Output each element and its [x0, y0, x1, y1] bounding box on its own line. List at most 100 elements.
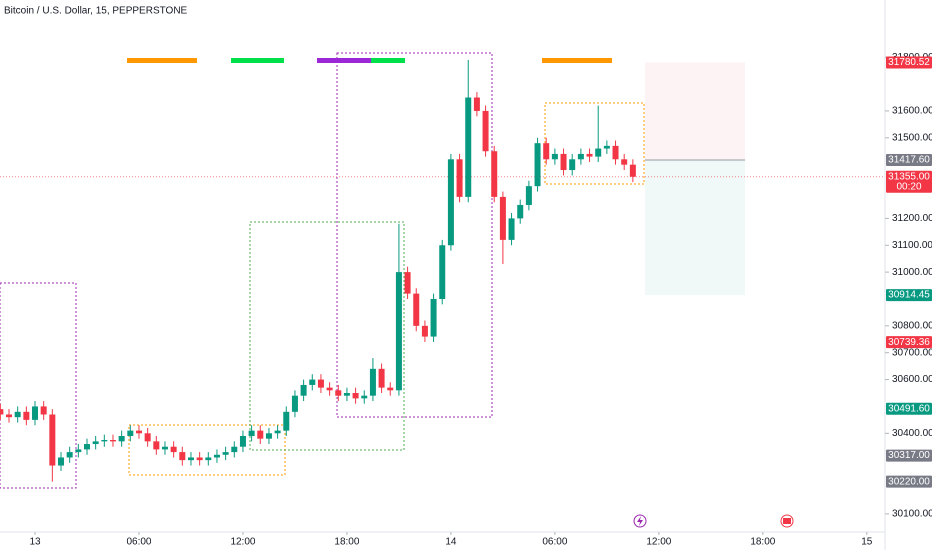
candle-body: [23, 411, 30, 420]
y-tick-label: 31500.00: [892, 132, 932, 143]
target-zone: [645, 62, 745, 160]
candle-body: [40, 406, 47, 415]
candle-body: [179, 452, 186, 461]
price-label: 30317.00: [888, 450, 930, 461]
x-tick-label: 15: [861, 537, 873, 548]
session-box: [249, 221, 405, 451]
candle-body: [508, 218, 515, 240]
candle-body: [629, 164, 636, 177]
x-tick-label: 18:00: [750, 537, 775, 548]
x-tick-label: 06:00: [126, 537, 151, 548]
candle-body: [499, 196, 506, 240]
candle-body: [447, 159, 454, 246]
price-label-box: [886, 153, 932, 166]
candle-body: [343, 393, 350, 396]
price-label: 31417.60: [888, 155, 930, 166]
event-flag-fill: [783, 518, 791, 524]
axes: 31800.0031600.0031500.0031200.0031100.00…: [29, 52, 932, 548]
price-label-box: [886, 170, 932, 193]
candle-body: [309, 379, 316, 385]
countdown: 00:20: [896, 181, 921, 192]
candle-body: [369, 368, 376, 396]
candle-body: [0, 409, 4, 415]
candle-body: [127, 430, 134, 436]
stop-zone: [645, 159, 745, 296]
candle-body: [257, 430, 264, 439]
session-bars: [127, 58, 612, 63]
price-label: 31780.52: [888, 57, 930, 68]
y-tick-label: 30800.00: [892, 320, 932, 331]
candle-body: [222, 452, 229, 455]
chart-title: Bitcoin / U.S. Dollar, 15, PEPPERSTONE: [4, 6, 188, 17]
x-tick-label: 14: [445, 537, 457, 548]
x-tick-label: 13: [29, 537, 41, 548]
candle-body: [170, 446, 177, 453]
candle-body: [621, 159, 628, 165]
candle-body: [92, 441, 99, 445]
price-label: 30914.45: [888, 290, 930, 301]
candle-body: [14, 411, 21, 418]
session-box: [544, 102, 645, 185]
x-tick-label: 12:00: [230, 537, 255, 548]
y-tick-label: 30700.00: [892, 347, 932, 358]
candle-body: [569, 159, 576, 171]
session-bar: [371, 58, 405, 63]
y-tick-label: 31600.00: [892, 106, 932, 117]
candle-body: [534, 143, 541, 187]
candle-body: [586, 153, 593, 157]
session-bar: [542, 58, 612, 63]
session-box: [0, 282, 77, 489]
candle-body: [231, 446, 238, 453]
candle-body: [560, 153, 567, 171]
candle-body: [265, 433, 272, 439]
candle-body: [491, 151, 498, 197]
candle-body: [517, 204, 524, 219]
candle-body: [196, 457, 203, 461]
price-label-box: [886, 56, 932, 69]
candle-body: [543, 143, 550, 160]
candle-body: [473, 97, 480, 111]
candle-body: [187, 457, 194, 461]
price-label-box: [886, 289, 932, 302]
y-tick-label: 30400.00: [892, 428, 932, 439]
candle-body: [213, 454, 220, 458]
price-label: 30739.36: [888, 337, 930, 348]
candle-body: [413, 293, 420, 326]
candle-body: [135, 430, 142, 434]
price-label-box: [886, 449, 932, 462]
candle-body: [326, 387, 333, 391]
candle-body: [83, 444, 90, 450]
candle-body: [66, 452, 73, 458]
price-label: 31355.00: [888, 171, 930, 182]
event-icon-bolt: [637, 516, 643, 526]
candle-body: [153, 441, 160, 450]
candle-body: [205, 457, 212, 461]
y-tick-label: 31200.00: [892, 213, 932, 224]
candle-body: [612, 145, 619, 160]
candle-body: [404, 272, 411, 294]
x-tick-label: 06:00: [542, 537, 567, 548]
candle-body: [75, 449, 82, 453]
candle-body: [378, 368, 385, 388]
candle-body: [387, 387, 394, 391]
candle-body: [603, 145, 610, 149]
candle-body: [239, 435, 246, 447]
candle-body: [465, 97, 472, 197]
candle-body: [57, 457, 64, 466]
price-label: 30491.60: [888, 403, 930, 414]
candle-body: [6, 414, 13, 418]
candle-body: [109, 440, 116, 442]
session-bar: [231, 58, 284, 63]
candle-body: [101, 440, 108, 442]
candle-body: [551, 153, 558, 160]
price-label-box: [886, 475, 932, 488]
candle-body: [421, 325, 428, 337]
candle-body: [300, 384, 307, 396]
x-tick-label: 18:00: [334, 537, 359, 548]
session-bar: [127, 58, 197, 63]
candle-body: [395, 272, 402, 391]
candle-body: [144, 433, 151, 442]
candle-body: [335, 390, 342, 396]
